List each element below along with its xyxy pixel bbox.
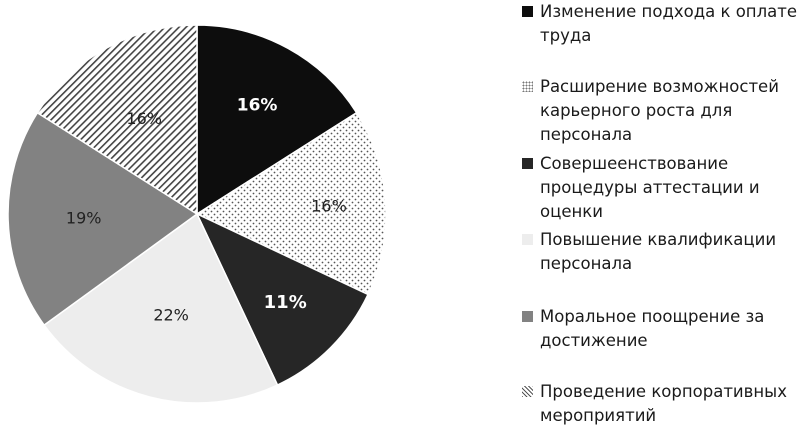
legend-item-1: Изменение подхода к оплате труда xyxy=(520,0,802,48)
legend-swatch-5 xyxy=(522,311,533,322)
chart-legend: Изменение подхода к оплате труда Расширени… xyxy=(520,0,802,428)
pie-slice-labels: 16% 16% 11% 22% 19% 16% xyxy=(66,96,347,325)
legend-item-6: Проведение корпоративных мероприятий xyxy=(520,380,802,428)
pie-slice-value-label-3: 11% xyxy=(264,292,307,313)
pie-slice-value-label-2: 16% xyxy=(311,197,347,216)
legend-swatch-3 xyxy=(522,158,533,169)
pie-slice-value-label-6: 16% xyxy=(126,109,162,128)
legend-label-2: Расширение возможностей карьерного роста … xyxy=(540,77,779,144)
legend-label-6: Проведение корпоративных мероприятий xyxy=(540,382,787,425)
pie-slice-value-label-5: 19% xyxy=(66,209,102,228)
pie-slice-4 xyxy=(43,212,279,404)
legend-label-1: Изменение подхода к оплате труда xyxy=(540,2,797,45)
pie-slice-value-label-1: 16% xyxy=(237,96,278,116)
pie-slice-value-label-4: 22% xyxy=(153,306,189,325)
legend-swatch-4 xyxy=(522,234,533,245)
legend-item-4: Повышение квалификации персонала xyxy=(520,228,802,276)
legend-swatch-2 xyxy=(522,81,533,92)
pie-slice-6 xyxy=(36,24,198,216)
pie-slice-2 xyxy=(195,111,387,296)
legend-label-5: Моральное поощрение за достижение xyxy=(540,307,765,350)
legend-label-4: Повышение квалификации персонала xyxy=(540,230,777,273)
legend-item-5: Моральное поощрение за достижение xyxy=(520,305,802,353)
legend-swatch-6 xyxy=(522,386,533,397)
pie-slice-3 xyxy=(195,212,370,387)
legend-label-3: Совершеенствование процедуры аттестации и… xyxy=(540,154,760,221)
pie-slice-1 xyxy=(196,24,358,216)
legend-item-2: Расширение возможностей карьерного роста … xyxy=(520,75,802,147)
pie-slice-5 xyxy=(7,111,199,327)
legend-swatch-1 xyxy=(522,6,533,17)
pie-slices xyxy=(7,24,387,404)
legend-item-3: Совершеенствование процедуры аттестации и… xyxy=(520,152,802,224)
